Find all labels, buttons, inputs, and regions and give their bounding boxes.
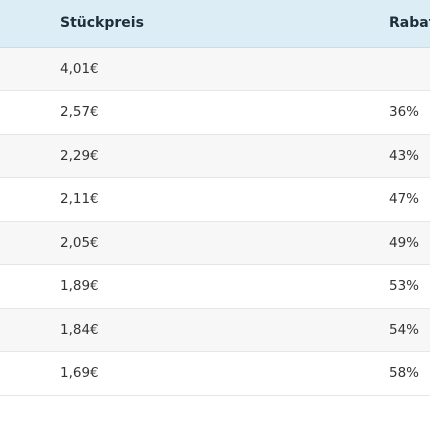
- row-lead-cell: [0, 221, 60, 265]
- discount-cell: 43%: [389, 147, 420, 164]
- unit-price-cell: 1,69€: [60, 365, 99, 382]
- discount-cell: [389, 47, 430, 91]
- discount-cell: 49%: [389, 234, 420, 251]
- table-row: 2,29€ 43%: [0, 134, 430, 178]
- discount-cell: 53%: [389, 278, 420, 295]
- row-lead-cell: [0, 352, 60, 396]
- unit-price-cell: 4,01€: [60, 60, 99, 77]
- table-row: 2,05€ 49%: [0, 221, 430, 265]
- table-header-row: Stückpreis Rabatt: [0, 0, 430, 48]
- unit-price-cell: 2,57€: [60, 104, 99, 121]
- table-row: 1,69€ 58%: [0, 351, 430, 396]
- row-lead-cell: [0, 265, 60, 309]
- unit-price-cell: 2,11€: [60, 191, 99, 208]
- table-row: 1,84€ 54%: [0, 308, 430, 352]
- discount-cell: 47%: [389, 191, 420, 208]
- discount-cell: 54%: [389, 321, 420, 338]
- row-lead-cell: [0, 134, 60, 178]
- table-row: 1,89€ 53%: [0, 264, 430, 309]
- header-lead-cell: [0, 0, 60, 48]
- discount-cell: 58%: [389, 365, 420, 382]
- discount-cell: 36%: [389, 104, 420, 121]
- row-lead-cell: [0, 91, 60, 135]
- header-unit-price: Stückpreis: [60, 0, 389, 48]
- unit-price-cell: 1,84€: [60, 321, 99, 338]
- header-discount: Rabatt: [389, 0, 430, 48]
- row-lead-cell: [0, 47, 60, 91]
- row-lead-cell: [0, 308, 60, 352]
- table-row: 2,11€ 47%: [0, 177, 430, 222]
- unit-price-cell: 1,89€: [60, 278, 99, 295]
- unit-price-cell: 2,05€: [60, 234, 99, 251]
- table-row: 2,57€ 36%: [0, 90, 430, 135]
- price-table: Stückpreis Rabatt 4,01€ 2,57€ 36% 2,29€ …: [0, 0, 430, 396]
- unit-price-cell: 2,29€: [60, 147, 99, 164]
- row-lead-cell: [0, 178, 60, 222]
- table-row: 4,01€: [0, 47, 430, 91]
